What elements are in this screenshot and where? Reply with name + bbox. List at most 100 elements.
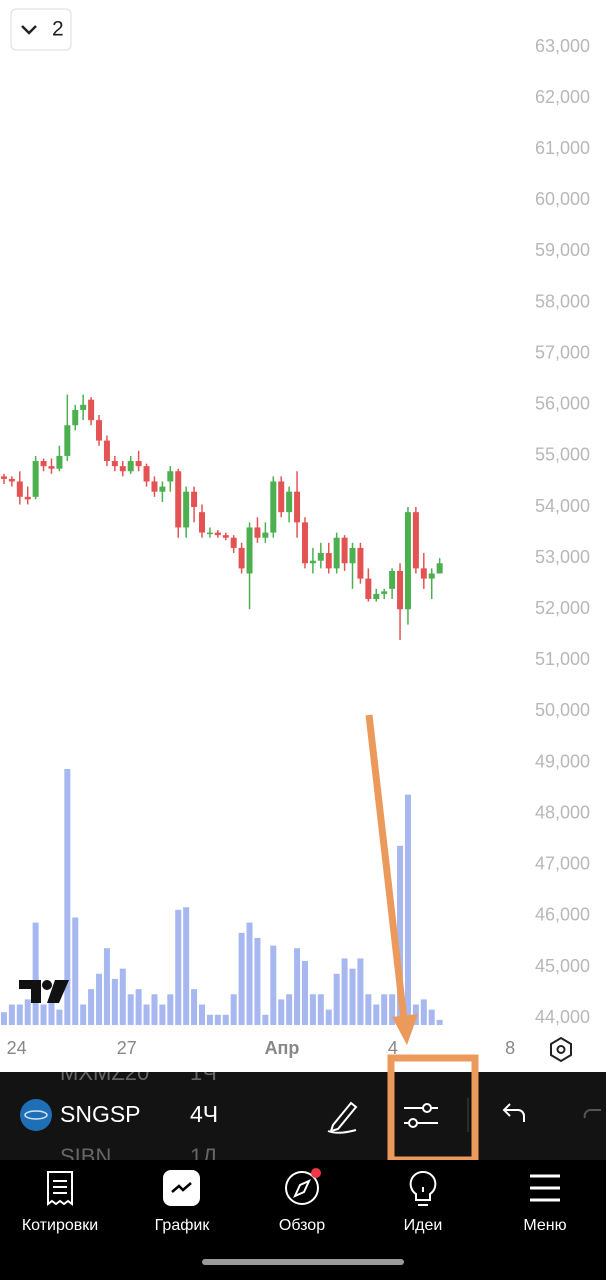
- candle-body: [135, 461, 142, 467]
- y-tick-label: 48,000: [535, 802, 590, 822]
- annotation-arrow: [365, 714, 408, 1021]
- volume-bar: [294, 948, 301, 1025]
- quotes-icon[interactable]: [47, 1171, 73, 1206]
- interval[interactable]: 4Ч: [190, 1101, 218, 1127]
- volume-bar: [151, 994, 158, 1025]
- volume-bar: [381, 994, 388, 1025]
- candle-body: [286, 491, 293, 513]
- redo-icon[interactable]: [583, 1109, 601, 1119]
- volume-bar: [286, 994, 293, 1025]
- y-tick-label: 57,000: [535, 342, 590, 362]
- volume-bar: [32, 922, 39, 1025]
- draw-icon[interactable]: [327, 1101, 358, 1134]
- candle-body: [0, 476, 7, 479]
- volume-bar: [119, 968, 126, 1025]
- volume-bar: [254, 937, 261, 1025]
- candle-body: [119, 466, 126, 472]
- symbol-icon: [20, 1099, 52, 1131]
- volume-bar: [341, 958, 348, 1025]
- volume-bar: [8, 1004, 15, 1025]
- candle-body: [167, 471, 174, 482]
- volume-bar: [238, 932, 245, 1025]
- layout-button[interactable]: [10, 8, 72, 51]
- candle-body: [175, 471, 182, 528]
- tv-logo: [19, 980, 69, 1003]
- candle-body: [436, 563, 443, 574]
- y-tick-label: 58,000: [535, 291, 590, 311]
- candle-body: [428, 573, 435, 579]
- volume-bar: [420, 999, 427, 1025]
- indicators-icon[interactable]: [404, 1103, 438, 1128]
- candle-body: [80, 404, 87, 410]
- volume-bar: [135, 989, 142, 1025]
- next-symbol: SIBN: [60, 1144, 111, 1169]
- symbol[interactable]: SNGSP: [60, 1101, 141, 1127]
- candle-body: [183, 491, 190, 528]
- candle-body: [143, 466, 150, 482]
- explore-icon[interactable]: [285, 1171, 319, 1205]
- nav-label[interactable]: График: [155, 1217, 211, 1234]
- menu-icon[interactable]: [530, 1174, 560, 1202]
- candle-body: [262, 532, 269, 538]
- volume-bar: [325, 1009, 332, 1025]
- x-tick-label: 8: [505, 1038, 515, 1058]
- candle-body: [159, 486, 166, 492]
- candle-body: [246, 527, 253, 574]
- volume-bar: [24, 999, 31, 1025]
- volume-bar: [143, 1004, 150, 1025]
- volume-bar: [404, 794, 411, 1025]
- volume-bar: [206, 1014, 213, 1025]
- candle-body: [357, 547, 364, 579]
- y-tick-label: 59,000: [535, 240, 590, 260]
- volume-bar: [309, 994, 316, 1025]
- volume-bar: [214, 1014, 221, 1025]
- volume-bar: [397, 845, 404, 1025]
- candle-body: [103, 440, 110, 462]
- candle-body: [230, 537, 237, 548]
- y-tick-label: 46,000: [535, 905, 590, 925]
- candle-body: [301, 522, 308, 564]
- notification-dot: [311, 1168, 321, 1178]
- candle-body: [199, 512, 205, 533]
- nav-label[interactable]: Идеи: [404, 1217, 443, 1234]
- candle-body: [88, 399, 95, 421]
- volume-bar: [436, 1019, 443, 1025]
- volume-bar: [80, 1004, 87, 1025]
- volume-bar: [270, 945, 277, 1025]
- y-tick-label: 60,000: [535, 189, 590, 209]
- y-tick-label: 50,000: [535, 700, 590, 720]
- y-tick-label: 45,000: [535, 956, 590, 976]
- volume-bar: [103, 948, 110, 1025]
- nav-label[interactable]: Меню: [523, 1217, 566, 1234]
- candle-body: [191, 491, 198, 508]
- candle-body: [420, 568, 427, 579]
- y-tick-label: 51,000: [535, 649, 590, 669]
- undo-icon[interactable]: [502, 1103, 525, 1122]
- y-tick-label: 55,000: [535, 445, 590, 465]
- candle-body: [111, 461, 118, 467]
- chart-icon-line: [171, 1182, 192, 1193]
- settings-icon[interactable]: [550, 1036, 572, 1063]
- prev-interval: 1Ч: [190, 1060, 217, 1085]
- y-tick-label: 47,000: [535, 854, 590, 874]
- candle-body: [24, 496, 31, 500]
- candle-body: [48, 466, 55, 469]
- volume-bar: [191, 989, 198, 1025]
- candle-body: [278, 481, 285, 513]
- x-tick-label: 27: [117, 1038, 137, 1058]
- volume-bar: [111, 978, 118, 1025]
- candle-body: [412, 512, 419, 569]
- nav-label[interactable]: Обзор: [279, 1217, 325, 1234]
- y-tick-label: 54,000: [535, 496, 590, 516]
- volume-bar: [159, 1004, 166, 1025]
- candle-body: [333, 537, 340, 569]
- candle-body: [294, 491, 301, 523]
- ideas-icon[interactable]: [409, 1170, 437, 1206]
- volume-bar: [317, 994, 324, 1025]
- layout-count: 2: [52, 18, 64, 41]
- candle-body: [309, 560, 316, 564]
- candle-body: [32, 461, 39, 497]
- nav-label[interactable]: Котировки: [22, 1217, 98, 1234]
- settings-icon-dot: [556, 1045, 566, 1054]
